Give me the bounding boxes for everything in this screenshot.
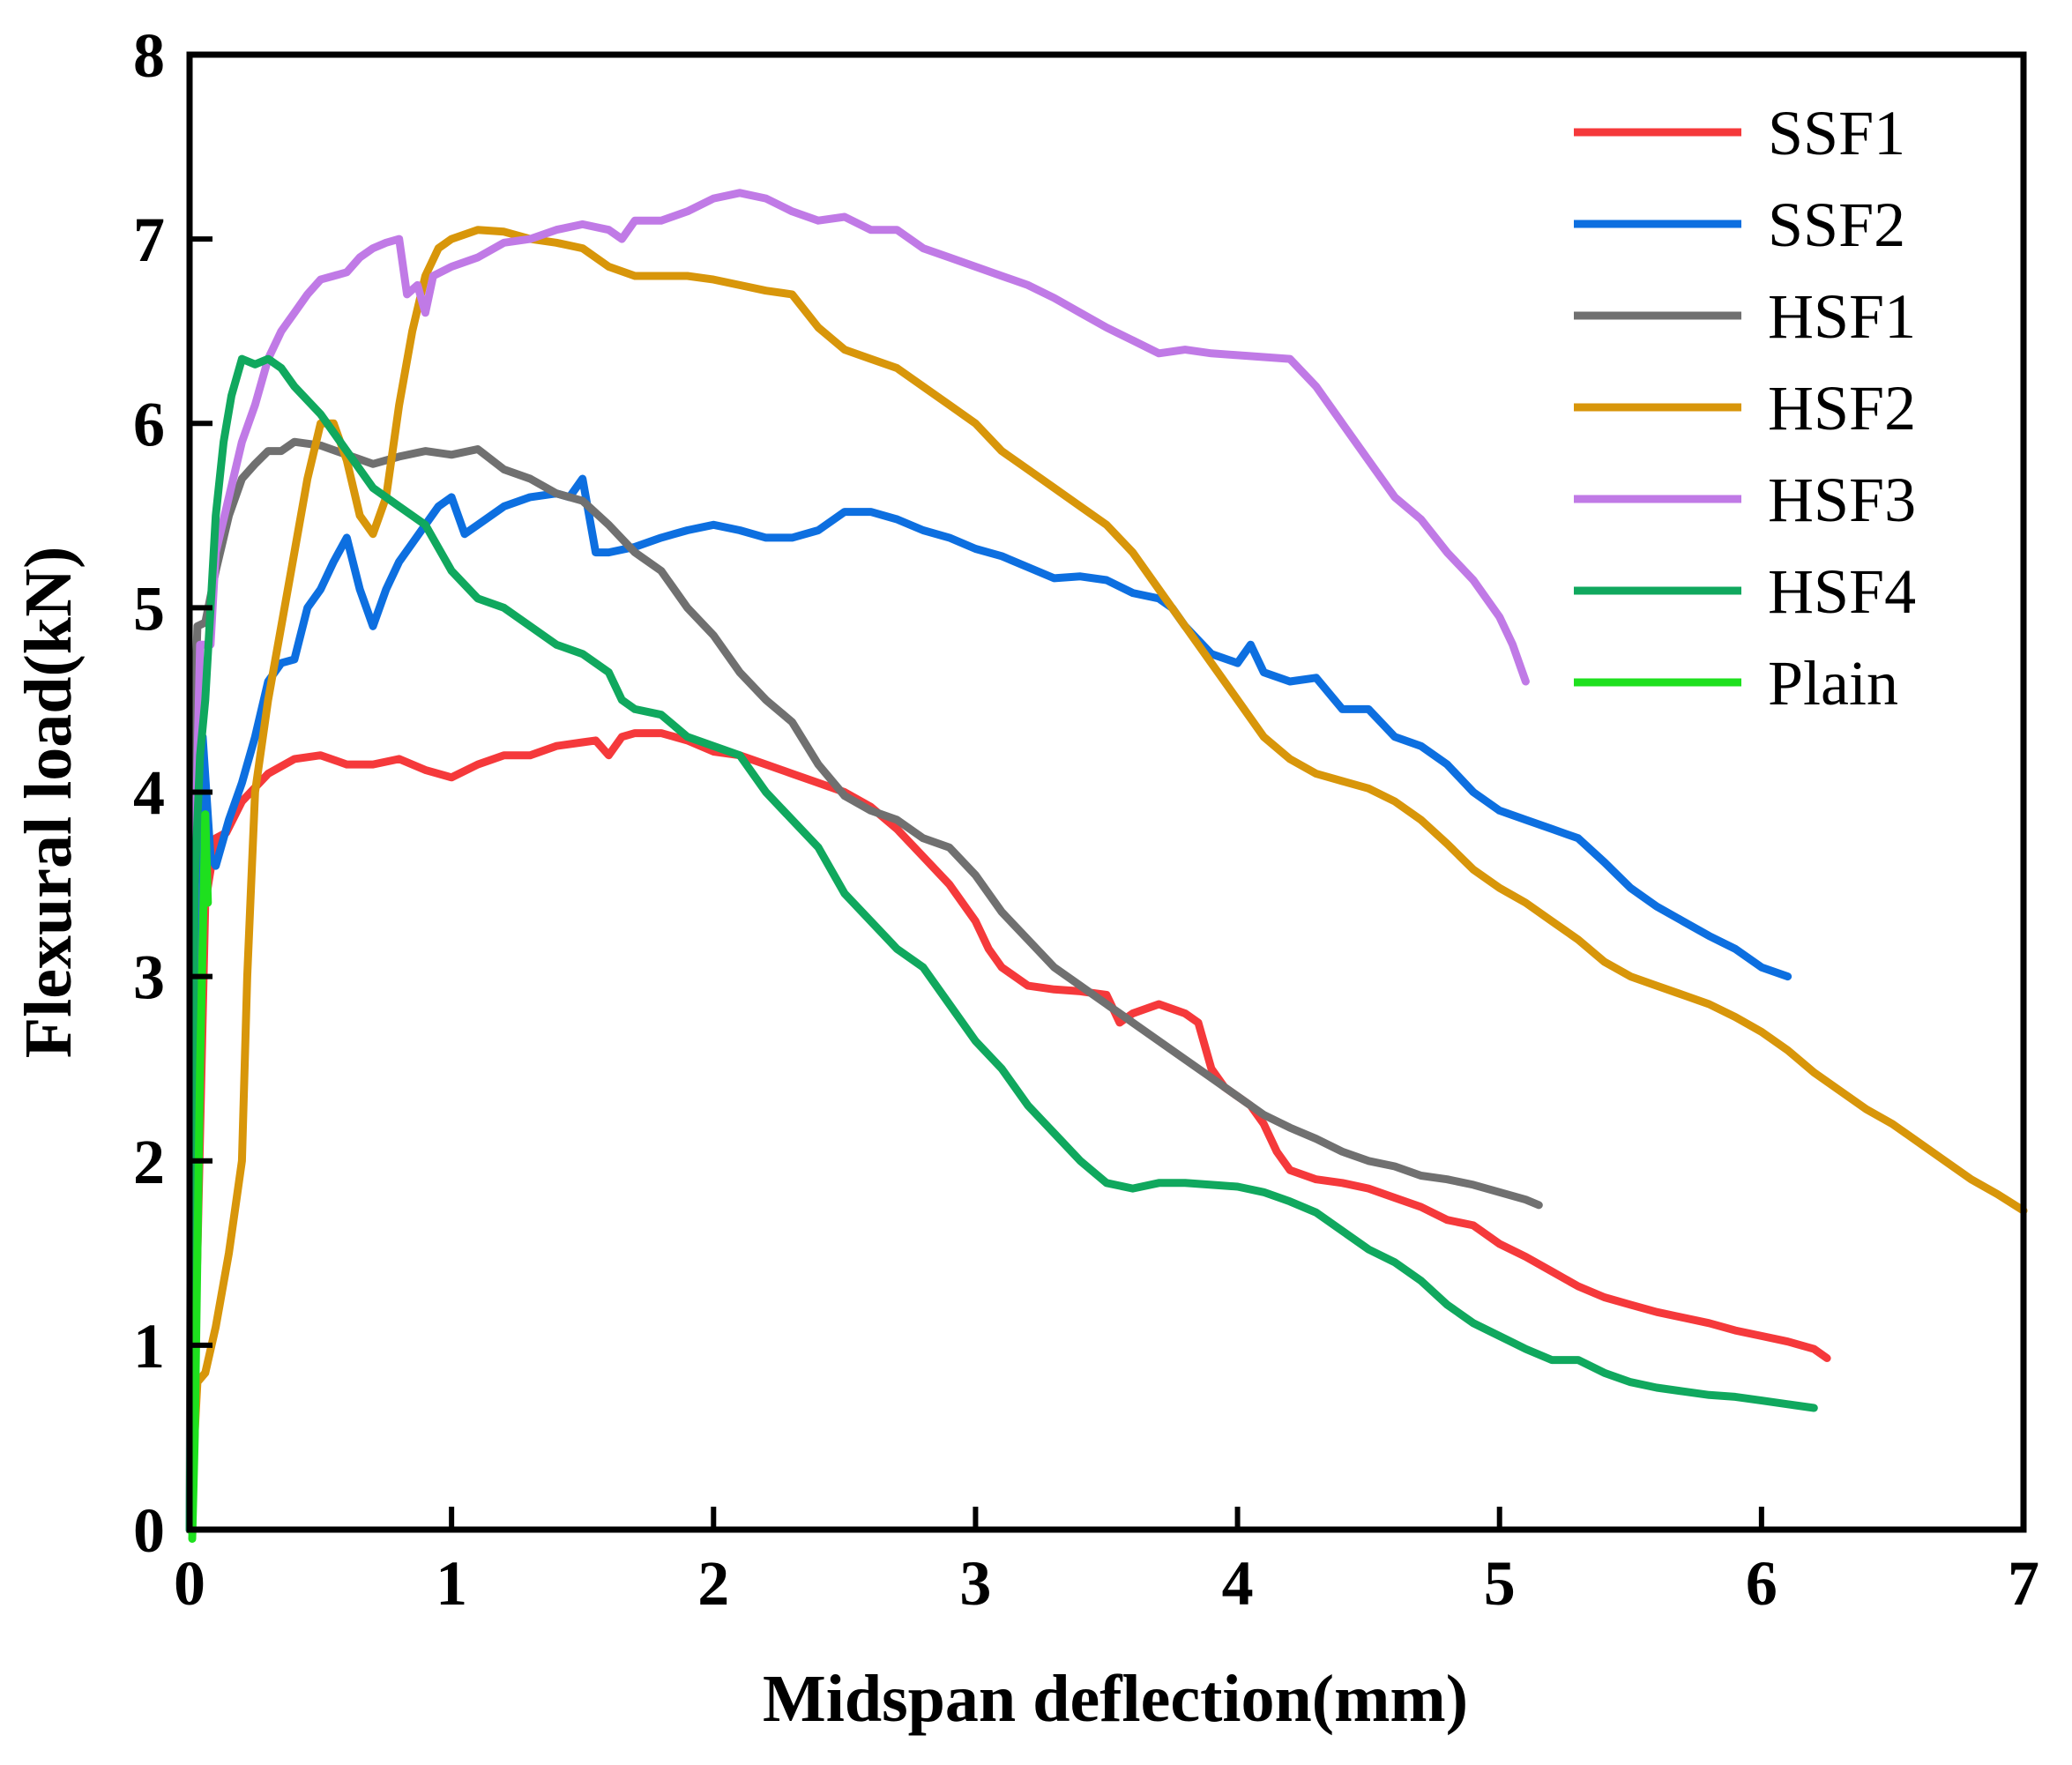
legend-label-hsf1: HSF1 [1768,281,1916,352]
legend-label-ssf2: SSF2 [1768,190,1905,260]
legend-label-ssf1: SSF1 [1768,98,1905,168]
y-tick-label: 0 [133,1495,165,1566]
x-tick-label: 3 [959,1548,991,1619]
x-tick-label: 0 [174,1548,205,1619]
x-tick-label: 2 [697,1548,729,1619]
legend-label-hsf2: HSF2 [1768,373,1916,443]
series-line-hsf3 [185,189,1530,1534]
x-tick-label: 4 [1222,1548,1254,1619]
x-tick-label: 1 [436,1548,467,1619]
legend-label-plain: Plain [1768,648,1898,719]
series-line-ssf2 [185,474,1793,1534]
series-line-hsf4 [185,354,1818,1534]
y-tick-label: 1 [133,1311,165,1381]
plot-area [185,189,2028,1543]
y-axis-title: Flexural load(kN) [11,547,86,1059]
y-tick-label: 8 [133,20,165,91]
legend-label-hsf4: HSF4 [1768,556,1916,627]
x-axis-title: Midspan deflection(mm) [763,1662,1468,1736]
y-tick-label: 5 [133,573,165,644]
series-line-ssf1 [185,729,1831,1534]
x-tick-label: 6 [1746,1548,1778,1619]
axes: 0 1 2 3 4 5 6 7 0 1 2 3 4 5 6 7 8 [133,20,2039,1619]
y-tick-label: 6 [133,389,165,459]
y-tick-label: 3 [133,942,165,1013]
x-tick-label: 7 [2008,1548,2039,1619]
legend-label-hsf3: HSF3 [1768,465,1916,535]
series-line-plain [188,810,212,1543]
legend: SSF1 SSF2 HSF1 HSF2 HSF3 HSF4 Plain [1574,98,1916,719]
y-tick-label: 7 [133,205,165,275]
y-tick-label: 2 [133,1127,165,1197]
series-line-hsf1 [185,437,1543,1534]
y-tick-label: 4 [133,758,165,829]
x-tick-label: 5 [1484,1548,1516,1619]
